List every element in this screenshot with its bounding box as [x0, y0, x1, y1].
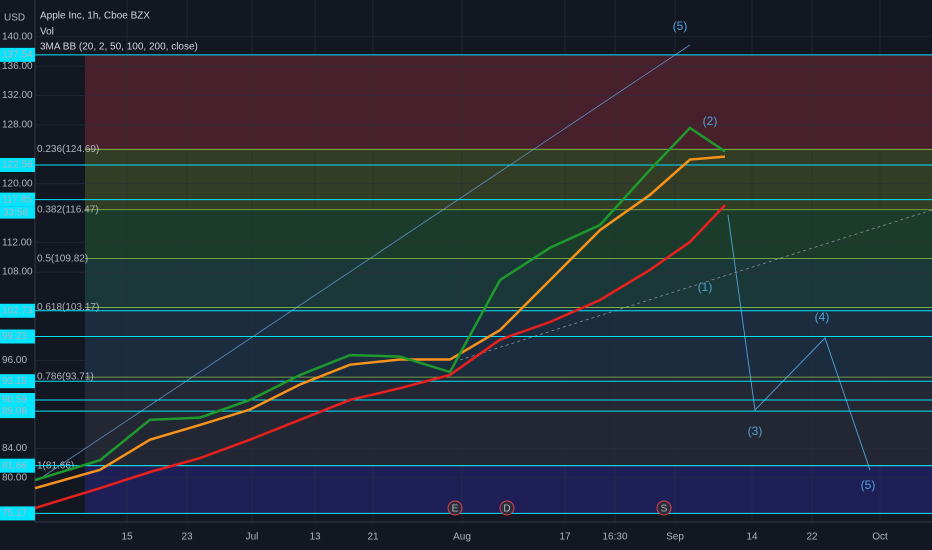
- price-tag-label: 117.85: [2, 194, 32, 205]
- fib-label: 0.618(103.17): [37, 302, 99, 313]
- y-tick-label: 136.00: [2, 61, 33, 72]
- wave-path: [727, 214, 871, 471]
- y-tick-label: 80.00: [2, 473, 27, 484]
- x-tick-label: Oct: [872, 532, 888, 543]
- fib-label: 0.786(93.71): [37, 372, 94, 383]
- wave-label: (2): [703, 114, 718, 128]
- y-tick-label: 120.00: [2, 178, 33, 189]
- price-tag: [0, 393, 35, 408]
- fib-band: [85, 258, 932, 308]
- y-tick-label: 96.00: [2, 355, 27, 366]
- event-label: E: [452, 504, 459, 515]
- currency: USD: [4, 13, 25, 24]
- fib-label: 0.236(124.69): [37, 144, 99, 155]
- fib-label: 0.382(116.47): [37, 204, 99, 215]
- event-label: D: [503, 504, 510, 515]
- wave-label: (5): [673, 19, 688, 33]
- y-tick-label: 132.00: [2, 90, 33, 101]
- price-tag: [0, 329, 35, 344]
- y-tick-label: 108.00: [2, 267, 33, 278]
- price-tag: [0, 157, 35, 172]
- x-tick-label: 22: [806, 532, 818, 543]
- price-tag-label: 81.66: [2, 460, 27, 471]
- price-tag: [0, 458, 35, 473]
- y-tick-label: 84.00: [2, 443, 27, 454]
- price-tag-label: 90.59: [2, 395, 27, 406]
- fib-band: [85, 307, 932, 378]
- price-tag: [0, 404, 35, 419]
- trend-line: [37, 44, 691, 481]
- x-tick-label: Jul: [246, 532, 259, 543]
- ma-line: [34, 126, 726, 482]
- x-tick-label: 13: [309, 532, 321, 543]
- x-tick-label: Aug: [453, 532, 471, 543]
- x-axis-gutter: [0, 522, 932, 550]
- price-tag: [0, 192, 35, 207]
- price-tag: [0, 374, 35, 389]
- indicator: 3MA BB (20, 2, 50, 100, 200, close): [40, 42, 198, 53]
- price-tag-label: 99.23: [2, 331, 27, 342]
- price-tag-label: 89.08: [2, 406, 27, 417]
- countdown: 33:58: [3, 207, 28, 218]
- fib-band: [85, 377, 932, 466]
- event-marker: [447, 500, 463, 516]
- price-tag: [0, 303, 35, 318]
- trend-line: [459, 209, 932, 361]
- y-tick-label: 140.00: [2, 31, 33, 42]
- ma-line: [34, 204, 726, 510]
- x-tick-label: 21: [367, 532, 379, 543]
- y-axis-gutter: [0, 0, 35, 550]
- wave-label: (3): [748, 424, 763, 438]
- x-tick-label: Sep: [666, 532, 684, 543]
- event-label: S: [661, 504, 668, 515]
- x-tick-label: 17: [559, 532, 571, 543]
- indicator: Vol: [40, 27, 54, 38]
- fib-band: [85, 209, 932, 259]
- wave-label: (1): [698, 280, 713, 294]
- chart-title: Apple Inc, 1h, Cboe BZX: [40, 11, 150, 22]
- price-tag: [0, 47, 35, 62]
- event-marker: [656, 500, 672, 516]
- fib-band: [85, 54, 932, 150]
- x-tick-label: 23: [181, 532, 193, 543]
- wave-label: (4): [815, 310, 830, 324]
- x-tick-label: 14: [746, 532, 758, 543]
- price-tag-label: 137.54: [2, 49, 33, 60]
- countdown-tag: [0, 206, 35, 219]
- price-tag-label: 122.56: [2, 160, 33, 171]
- y-tick-label: 112.00: [2, 237, 32, 248]
- fib-band: [85, 149, 932, 210]
- price-tag-label: 75.17: [2, 508, 27, 519]
- event-marker: [499, 500, 515, 516]
- price-tag: [0, 506, 35, 521]
- x-tick-label: 16:30: [602, 532, 627, 543]
- x-tick-label: 15: [121, 532, 133, 543]
- fib-label: 0.5(109.82): [37, 253, 88, 264]
- price-tag-label: 93.15: [2, 376, 27, 387]
- ma-line: [34, 155, 726, 490]
- price-tag-label: 102.73: [2, 305, 33, 316]
- y-tick-label: 128.00: [2, 120, 33, 131]
- wave-label: (5): [861, 478, 876, 492]
